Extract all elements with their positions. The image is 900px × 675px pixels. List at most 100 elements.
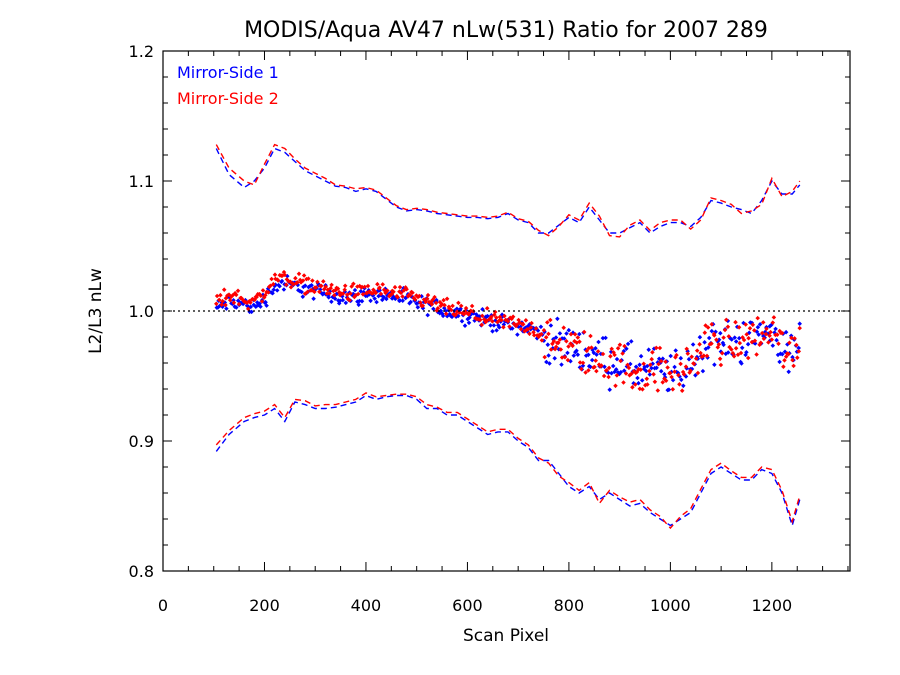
data-point-series-2	[489, 314, 494, 320]
data-point-series-2	[580, 360, 586, 366]
data-point-series-1	[780, 351, 785, 357]
data-point-series-1	[770, 343, 776, 348]
data-point-series-2	[694, 348, 700, 353]
data-point-series-1	[706, 335, 712, 341]
data-point-series-2	[432, 294, 437, 300]
x-ticks: 0 200 400 600 800 1000 1200	[158, 51, 849, 615]
data-point-series-1	[359, 298, 365, 304]
data-point-series-2	[781, 364, 786, 369]
data-point-series-1	[621, 368, 627, 373]
data-point-series-2	[681, 372, 687, 377]
data-point-series-2	[329, 282, 334, 288]
data-point-series-2	[588, 333, 593, 339]
data-point-series-2	[594, 368, 599, 374]
data-point-series-2	[764, 326, 769, 332]
data-point-series-2	[791, 363, 796, 369]
data-point-series-2	[606, 365, 612, 371]
data-point-series-2	[725, 324, 731, 330]
data-point-series-2	[410, 290, 415, 295]
data-point-series-2	[236, 301, 242, 307]
data-point-series-2	[630, 385, 635, 390]
data-point-series-1	[279, 278, 285, 284]
data-point-series-2	[771, 315, 777, 320]
data-point-series-2	[679, 388, 685, 393]
data-point-series-1	[716, 337, 722, 342]
data-point-series-1	[589, 357, 595, 363]
y-tick-label: 0.9	[129, 432, 154, 451]
data-point-series-1	[343, 300, 349, 306]
data-point-series-1	[368, 298, 373, 304]
data-point-series-2	[507, 324, 512, 329]
data-point-series-1	[271, 287, 276, 292]
data-point-series-2	[505, 319, 511, 324]
data-point-series-2	[672, 369, 677, 374]
data-point-series-2	[548, 347, 554, 352]
data-point-series-2	[510, 314, 516, 319]
data-point-series-2	[620, 351, 625, 356]
data-point-series-2	[683, 364, 689, 369]
data-point-series-2	[586, 368, 591, 373]
data-point-series-2	[660, 380, 665, 385]
data-point-series-1	[610, 363, 616, 369]
data-point-series-2	[622, 343, 627, 349]
data-point-series-2	[565, 357, 571, 363]
data-point-series-1	[277, 283, 282, 289]
data-point-series-2	[641, 361, 646, 367]
data-point-series-2	[724, 317, 729, 323]
y-ticks: 0.8 0.9 1.0 1.1 1.2	[129, 42, 850, 581]
data-point-series-2	[533, 326, 539, 331]
data-point-series-1	[686, 356, 692, 362]
data-point-series-2	[797, 325, 802, 331]
data-point-series-2	[606, 374, 611, 380]
data-point-series-2	[691, 361, 697, 367]
points-layer	[214, 269, 802, 393]
data-point-series-2	[443, 311, 449, 317]
data-point-series-2	[695, 370, 701, 376]
data-point-series-2	[685, 351, 691, 356]
data-point-series-2	[609, 346, 614, 352]
data-point-series-2	[768, 329, 773, 335]
data-point-series-2	[444, 296, 450, 302]
data-point-series-1	[594, 352, 599, 357]
data-point-series-1	[783, 329, 789, 335]
data-point-series-1	[732, 335, 737, 340]
data-point-series-1	[561, 336, 567, 341]
data-point-series-2	[327, 291, 332, 296]
data-point-series-2	[523, 318, 529, 323]
data-point-series-1	[646, 347, 651, 352]
data-point-series-2	[676, 372, 681, 378]
data-point-series-2	[767, 333, 772, 338]
data-point-series-2	[769, 337, 775, 342]
data-point-series-1	[596, 339, 601, 345]
data-point-series-1	[510, 326, 515, 331]
y-axis-label: L2/L3 nLw	[86, 268, 106, 354]
data-point-series-2	[214, 301, 219, 307]
data-point-series-1	[326, 295, 331, 300]
data-point-series-2	[531, 329, 536, 335]
data-point-series-2	[271, 281, 276, 287]
data-point-series-2	[553, 344, 559, 350]
data-point-series-2	[348, 291, 353, 296]
data-point-series-1	[614, 356, 620, 362]
x-axis-label: Scan Pixel	[463, 626, 549, 646]
data-point-series-1	[774, 337, 779, 343]
data-point-series-2	[525, 327, 531, 332]
data-point-series-2	[572, 332, 578, 337]
data-point-series-2	[577, 339, 582, 344]
data-point-series-2	[755, 315, 760, 321]
data-point-series-2	[638, 367, 643, 372]
data-point-series-2	[328, 285, 333, 291]
data-point-series-2	[335, 286, 341, 291]
data-point-series-2	[575, 335, 581, 340]
data-point-series-2	[663, 378, 669, 383]
data-point-series-1	[300, 294, 306, 299]
data-point-series-1	[797, 321, 802, 326]
data-point-series-2	[737, 340, 743, 346]
plot-frame	[162, 50, 851, 572]
upper-bound-line-series-1	[215, 147, 801, 234]
data-point-series-1	[635, 375, 640, 381]
data-point-series-1	[639, 378, 645, 383]
data-point-series-2	[321, 279, 326, 284]
data-point-series-2	[529, 320, 534, 326]
